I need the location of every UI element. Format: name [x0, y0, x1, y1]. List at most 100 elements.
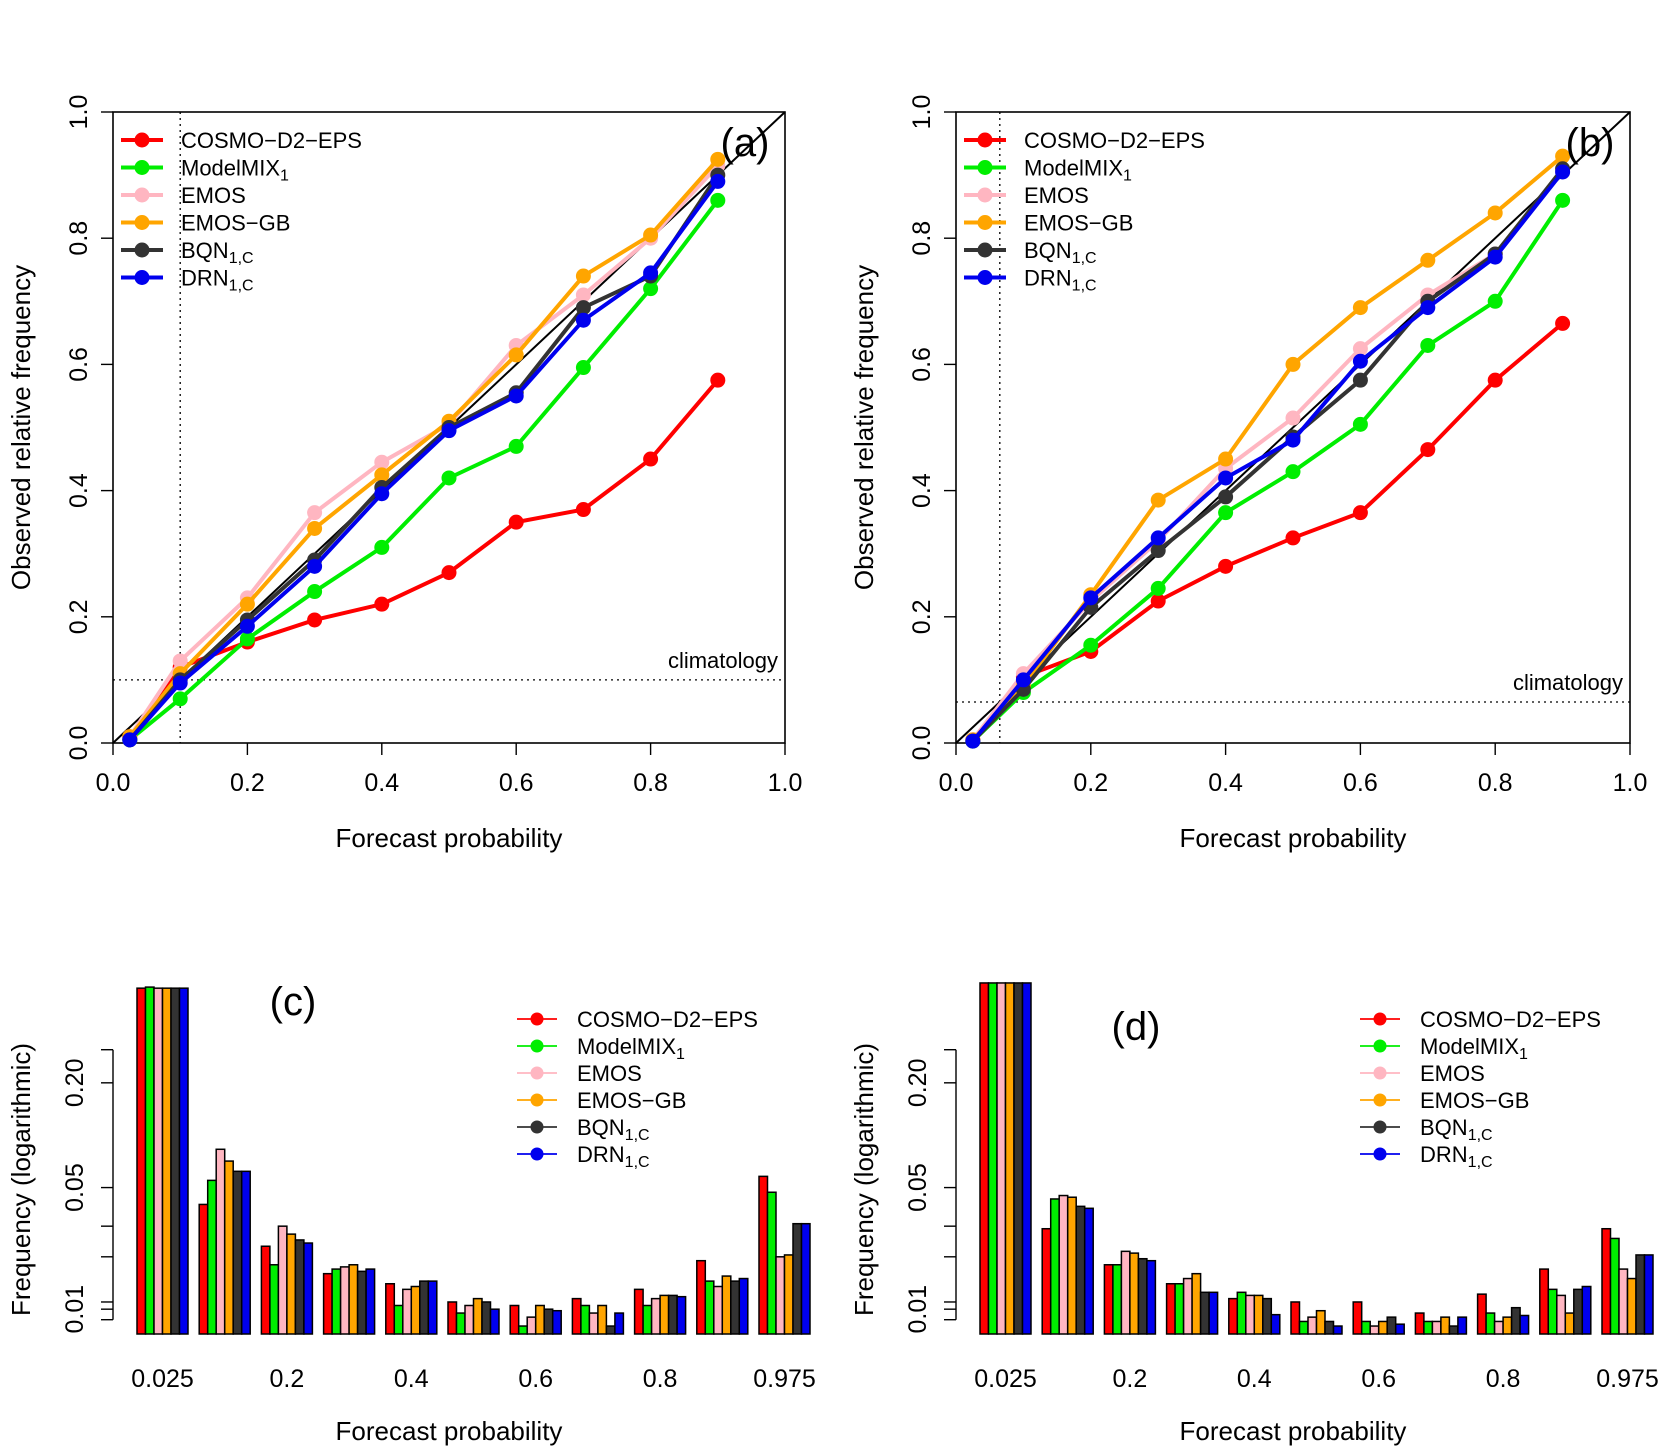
bar: [1013, 982, 1024, 1335]
legend-marker: [530, 1066, 544, 1080]
legend-item-label: COSMO−D2−EPS: [1420, 1007, 1601, 1032]
bar: [987, 982, 998, 1335]
bar: [1440, 1316, 1451, 1335]
series-point: [307, 584, 323, 600]
bar: [642, 1304, 653, 1335]
legend-label-text: EMOS−GB: [577, 1088, 686, 1113]
bar: [1502, 1316, 1513, 1335]
bar: [206, 1179, 217, 1335]
legend-label-subscript: 1: [676, 1046, 685, 1063]
legend-label-subscript: 1,C: [229, 278, 254, 295]
x-tick-label: 0.6: [499, 769, 534, 797]
y-tick-label: 0.6: [908, 347, 936, 382]
bar: [1324, 1320, 1335, 1335]
bar: [153, 987, 164, 1335]
x-tick-label: 0.8: [633, 769, 668, 797]
bar: [1307, 1316, 1318, 1335]
legend-marker: [1373, 1120, 1387, 1134]
bar: [331, 1268, 342, 1335]
bar: [1004, 982, 1015, 1335]
series-point: [575, 360, 591, 376]
bar: [1377, 1320, 1388, 1335]
y-tick-label: 0.0: [908, 726, 936, 761]
series-point: [172, 653, 188, 669]
bar: [223, 1160, 234, 1335]
diagonal-line: [955, 111, 1631, 744]
bar: [393, 1304, 404, 1335]
climatology-label: climatology: [1513, 670, 1623, 695]
bar: [1431, 1320, 1442, 1335]
panel-tag: (b): [1566, 121, 1615, 165]
series-line-2: [128, 164, 720, 738]
legend-item-label: ModelMIX1: [577, 1034, 685, 1063]
legend-item-label: DRN1,C: [1420, 1142, 1493, 1171]
legend-label-text: BQN: [1420, 1115, 1468, 1140]
series-point: [239, 618, 255, 634]
bar: [1414, 1312, 1425, 1335]
legend-marker: [530, 1093, 544, 1107]
y-tick-label: 0.01: [61, 1285, 89, 1334]
y-tick-label: 0.4: [65, 473, 93, 508]
series-line-0: [128, 378, 720, 738]
y-tick-label: 0.2: [908, 599, 936, 634]
legend-item-label: ModelMIX1: [181, 156, 289, 185]
series-point: [1487, 293, 1503, 309]
bar: [730, 1280, 741, 1335]
legend-marker: [134, 187, 150, 203]
panel-b: 0.0 0.2 0.4 0.6 0.8 1.0 0.0 0.2 0.4 0.6 0.8 1.0 Fore…: [849, 95, 1647, 853]
legend-item-label: EMOS: [181, 183, 246, 208]
series-point: [1352, 372, 1368, 388]
legend-marker: [134, 215, 150, 230]
legend-marker: [1373, 1066, 1387, 1080]
bar: [676, 1295, 687, 1335]
legend-label-text: BQN: [1024, 238, 1072, 263]
series-point: [239, 631, 255, 647]
series-point: [374, 454, 390, 470]
series-line-0: [971, 321, 1564, 742]
legend-marker: [134, 270, 150, 285]
legend-item-label: DRN1,C: [1024, 266, 1097, 295]
legend-item-label: BQN1,C: [577, 1115, 650, 1144]
x-tick-label: 1.0: [768, 769, 803, 797]
bar: [410, 1285, 421, 1335]
bar: [1137, 1257, 1148, 1335]
bar: [1635, 1254, 1646, 1335]
y-axis-label: Observed relative frequency: [849, 265, 879, 590]
bar: [738, 1277, 749, 1335]
series-point: [307, 612, 323, 628]
series-point: [1487, 205, 1503, 221]
bar: [1519, 1314, 1530, 1335]
legend-label-text: EMOS: [1024, 183, 1089, 208]
bar: [1199, 1291, 1210, 1335]
series-point: [1218, 451, 1234, 467]
x-tick-label: 0.8: [1486, 1365, 1521, 1393]
bar: [597, 1304, 608, 1335]
bar: [1236, 1291, 1247, 1335]
bar: [551, 1309, 562, 1335]
legend-item-label: EMOS: [1024, 183, 1089, 208]
legend-marker: [1373, 1039, 1387, 1053]
x-tick-label: 0.2: [1113, 1365, 1148, 1393]
bar: [269, 1264, 280, 1335]
bar: [509, 1304, 520, 1335]
bar: [517, 1325, 528, 1335]
bar: [783, 1254, 794, 1335]
series-point: [1083, 637, 1099, 653]
x-tick-label: 0.2: [1073, 769, 1108, 797]
bar: [348, 1264, 359, 1335]
series-point: [1285, 432, 1301, 448]
x-tick-label: 1.0: [1613, 769, 1648, 797]
series-point: [307, 558, 323, 574]
legend-item-label: EMOS: [577, 1061, 642, 1086]
series-point: [643, 281, 659, 297]
series-point: [1420, 442, 1436, 458]
y-tick-label: 0.6: [65, 347, 93, 382]
bar: [1510, 1306, 1521, 1335]
y-tick-label: 1.0: [908, 95, 936, 130]
x-tick-label: 0.0: [96, 769, 131, 797]
bar: [232, 1170, 243, 1335]
legend-label-text: EMOS: [577, 1061, 642, 1086]
y-tick-label: 0.2: [65, 599, 93, 634]
bar: [1245, 1294, 1256, 1335]
series-point: [1285, 356, 1301, 372]
